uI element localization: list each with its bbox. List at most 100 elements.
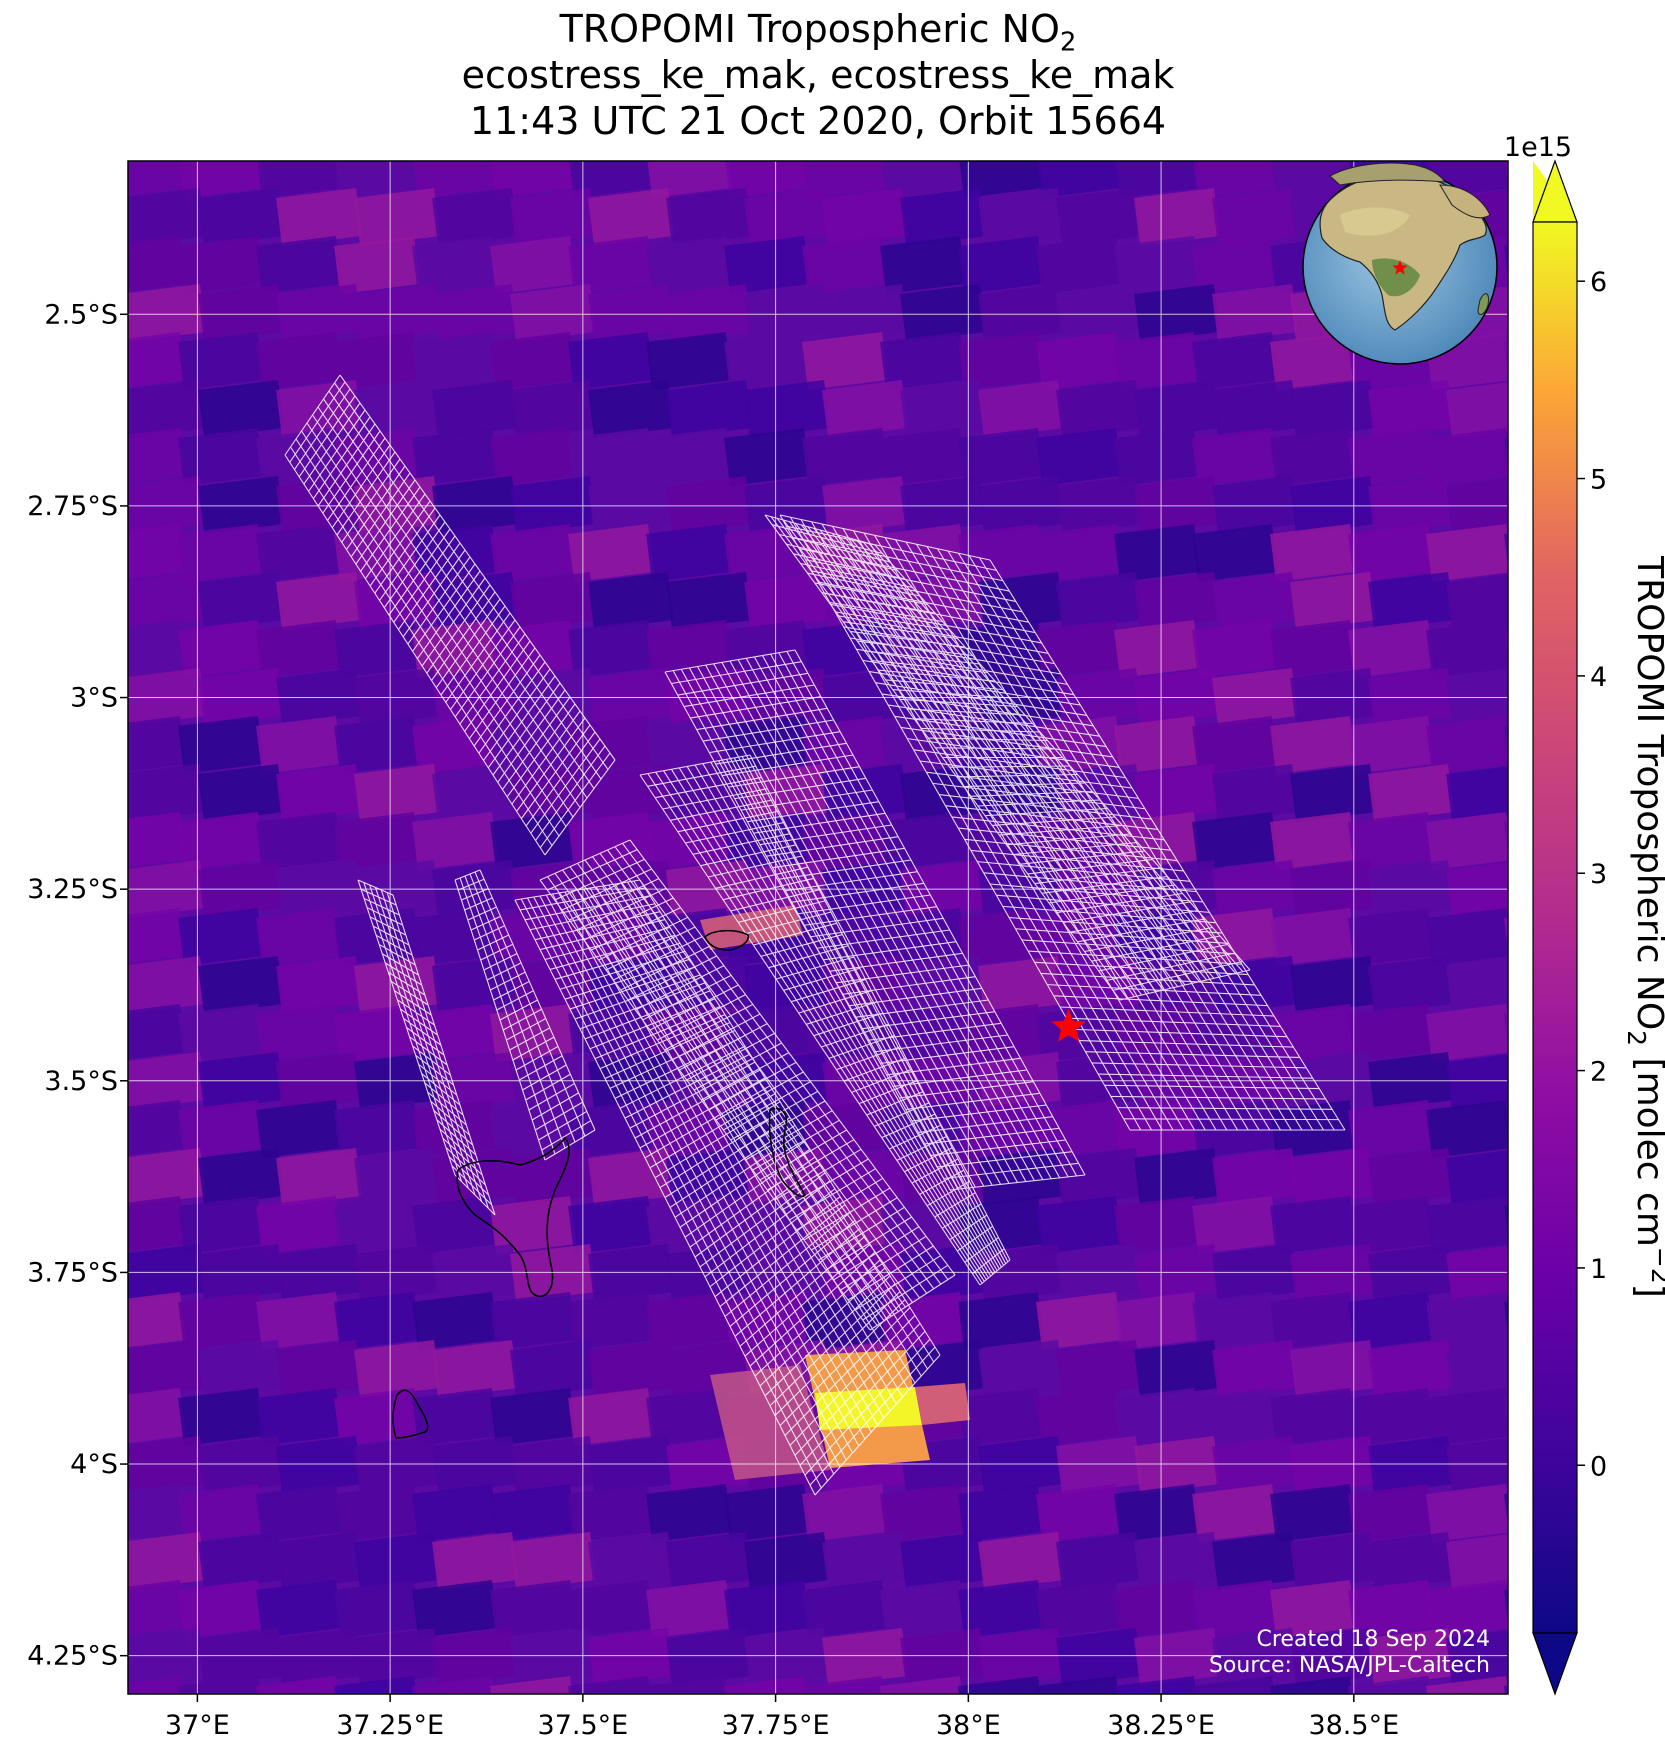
no2-pixel: [569, 161, 654, 198]
no2-pixel: [178, 1100, 264, 1158]
no2-pixel: [880, 1676, 963, 1694]
footprint-gridline: [810, 917, 944, 938]
footprint-gridline: [734, 777, 866, 800]
footprint-gridline: [1015, 928, 1229, 945]
no2-pixel: [1368, 380, 1454, 438]
no2-pixel: [128, 1292, 186, 1348]
no2-pixel: [1270, 620, 1356, 678]
no2-pixel: [1134, 1436, 1220, 1494]
no2-pixel: [1504, 1397, 1508, 1430]
colorbar-tick-label: 1: [1590, 1254, 1607, 1285]
footprint-gridline: [764, 1275, 891, 1397]
no2-pixel: [256, 620, 342, 678]
no2-pixel: [128, 716, 186, 772]
no2-pixel: [334, 716, 420, 774]
footprint-gridline: [662, 788, 768, 810]
footprint-gridline: [828, 1035, 895, 1059]
footprint-gridline: [1098, 1073, 1313, 1079]
no2-pixel: [334, 332, 420, 390]
no2-pixel: [510, 956, 596, 1014]
no2-pixel: [178, 524, 264, 582]
footprint-gridline: [591, 907, 681, 951]
footprint-gridline: [397, 999, 435, 1026]
no2-pixel: [1348, 1388, 1434, 1446]
footprint-gridline: [331, 444, 391, 529]
footprint-gridline: [708, 1061, 797, 1111]
footprint-gridline: [713, 663, 1002, 1185]
footprint-gridline: [369, 916, 406, 936]
no2-pixel: [1290, 956, 1376, 1014]
footprint-gridline: [947, 550, 1303, 1131]
footprint-gridline: [369, 500, 431, 587]
no2-pixel: [1134, 284, 1220, 342]
footprint-gridline: [1079, 1039, 1294, 1048]
no2-pixel: [1036, 1580, 1122, 1638]
footprint-gridline: [440, 605, 506, 696]
no2-pixel: [822, 1532, 908, 1590]
no2-pixel: [256, 1484, 342, 1542]
colorbar-gradient: [1532, 221, 1578, 1634]
no2-pixel: [1036, 1292, 1122, 1350]
no2-pixel: [198, 1244, 284, 1302]
footprint-gridline: [814, 1354, 941, 1496]
footprint-gridline: [473, 654, 541, 747]
footprint-gridline: [699, 1172, 826, 1268]
no2-pixel: [802, 1580, 888, 1638]
no2-pixel: [568, 1196, 654, 1254]
no2-pixel: [490, 1292, 576, 1350]
no2-pixel: [822, 1628, 908, 1686]
no2-pixel: [646, 812, 732, 870]
no2-pixel: [510, 764, 596, 822]
footprint-gridline: [459, 633, 526, 725]
no2-pixel: [646, 1196, 732, 1254]
footprint-gridline: [355, 479, 416, 565]
no2-pixel: [1270, 1196, 1356, 1254]
footprint-gridline: [677, 810, 779, 833]
footprint-gridline: [733, 757, 1007, 1264]
no2-pixel: [276, 284, 362, 342]
lake-contour-north: [704, 929, 750, 951]
footprint-gridline: [394, 990, 432, 1016]
no2-pixel: [588, 764, 674, 822]
no2-pixel: [510, 1340, 596, 1398]
no2-pixel: [1114, 1484, 1200, 1542]
no2-pixel: [744, 1532, 830, 1590]
footprint-gridline: [790, 516, 1142, 1131]
footprint-gridline: [970, 790, 1093, 797]
no2-pixel: [1134, 572, 1220, 630]
no2-pixel: [900, 284, 986, 342]
footprint-gridline: [1066, 1017, 1281, 1027]
no2-pixel: [1582, 1388, 1665, 1446]
footprint-gridline: [381, 953, 419, 976]
no2-pixel: [1134, 764, 1220, 822]
footprint-gridline: [786, 651, 1078, 1177]
no2-pixel: [822, 284, 908, 342]
footprint-gridline: [715, 742, 847, 765]
footprint-gridline: [769, 1283, 896, 1407]
footprint-gridline: [913, 749, 1126, 779]
footprint-gridline: [576, 887, 667, 931]
footprint-gridline: [554, 858, 645, 901]
no2-pixel: [510, 284, 596, 342]
no2-pixel: [1114, 1580, 1200, 1638]
no2-pixel: [1504, 1301, 1508, 1334]
footprint-gridline: [926, 546, 1281, 1131]
footprint-gridline: [685, 821, 785, 844]
no2-pixel: [1426, 428, 1508, 486]
no2-pixel: [128, 1100, 186, 1156]
footprint-gridline: [804, 1338, 931, 1476]
no2-pixel: [802, 812, 888, 870]
footprint-gridline: [719, 1204, 846, 1308]
footprint-gridline: [958, 552, 1314, 1131]
footprint-gridline: [678, 767, 992, 1277]
no2-pixel: [1290, 380, 1376, 438]
x-tick-label: 38°E: [936, 1710, 1001, 1741]
no2-pixel: [1270, 1292, 1356, 1350]
footprint-gridline: [639, 754, 751, 776]
no2-pixel: [978, 1628, 1064, 1686]
footprint-gridline: [791, 882, 924, 903]
footprint-gridline: [1027, 858, 1153, 875]
no2-pixel: [568, 236, 654, 294]
footprint-gridline: [770, 653, 1061, 1179]
footprint-gridline: [388, 971, 426, 996]
